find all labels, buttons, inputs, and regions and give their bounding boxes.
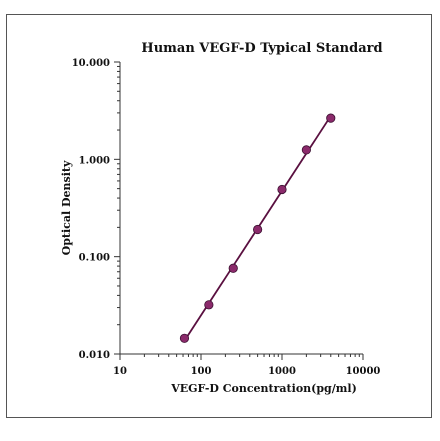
y-tick-label: 1.000 bbox=[79, 155, 110, 166]
data-point bbox=[253, 224, 263, 235]
data-point bbox=[277, 184, 287, 195]
data-points bbox=[179, 113, 336, 343]
x-tick-label: 100 bbox=[191, 366, 212, 377]
chart-title: Human VEGF-D Typical Standard bbox=[141, 41, 382, 56]
data-point bbox=[228, 263, 238, 273]
x-tick-label: 10 bbox=[113, 366, 127, 377]
data-point bbox=[179, 333, 190, 343]
y-tick-label: 10.000 bbox=[72, 58, 110, 69]
data-point bbox=[204, 300, 214, 310]
y-tick-label: 0.100 bbox=[79, 253, 110, 264]
chart-frame bbox=[6, 14, 432, 418]
y-axis-label: Optical Density bbox=[60, 160, 73, 255]
x-axis-label: VEGF-D Concentration(pg/ml) bbox=[170, 382, 357, 395]
axes bbox=[119, 62, 363, 355]
y-tick-label: 0.010 bbox=[79, 350, 110, 361]
x-tick-label: 1000 bbox=[268, 366, 296, 377]
ticks bbox=[114, 61, 364, 360]
x-tick-label: 10000 bbox=[346, 366, 381, 377]
data-point bbox=[301, 145, 311, 155]
tick-labels: 10 100 1000 10000 0.010 0.100 1.000 10.000 bbox=[72, 58, 381, 377]
data-point bbox=[326, 113, 336, 123]
